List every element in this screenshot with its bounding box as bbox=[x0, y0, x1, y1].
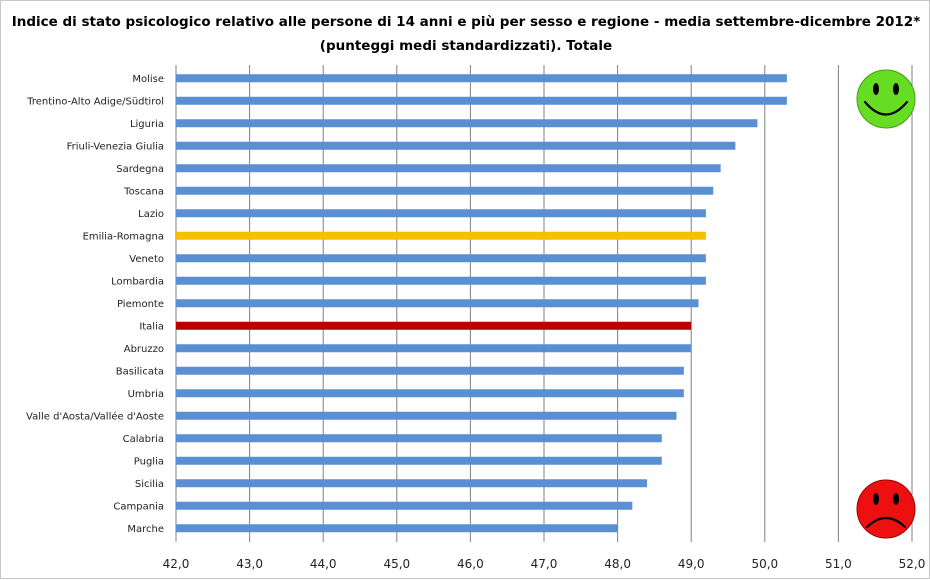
category-label: Molise bbox=[132, 74, 164, 85]
bars bbox=[176, 74, 787, 533]
happy-face-icon bbox=[856, 69, 916, 129]
chart-title: Indice di stato psicologico relativo all… bbox=[11, 14, 921, 30]
bar bbox=[176, 141, 736, 150]
bar bbox=[176, 524, 618, 533]
x-tick-label: 49,0 bbox=[678, 557, 705, 571]
x-tick-label: 48,0 bbox=[604, 557, 631, 571]
category-label: Italia bbox=[139, 321, 164, 332]
category-label: Liguria bbox=[130, 119, 164, 130]
x-tick-label: 46,0 bbox=[457, 557, 484, 571]
bar bbox=[176, 276, 706, 285]
bar bbox=[176, 501, 633, 510]
category-label: Umbria bbox=[128, 389, 164, 400]
bar bbox=[176, 389, 684, 398]
bar bbox=[176, 231, 706, 240]
category-label: Sardegna bbox=[116, 164, 164, 175]
x-tick-label: 42,0 bbox=[163, 557, 190, 571]
category-label: Campania bbox=[113, 501, 164, 512]
x-tick-label: 50,0 bbox=[751, 557, 778, 571]
bar bbox=[176, 321, 692, 330]
category-label: Marche bbox=[127, 524, 164, 535]
category-label: Sicilia bbox=[135, 479, 164, 490]
category-label: Trentino-Alto Adige/Südtirol bbox=[26, 96, 164, 107]
category-label: Friuli-Venezia Giulia bbox=[67, 141, 164, 152]
bar bbox=[176, 344, 692, 353]
category-label: Emilia-Romagna bbox=[83, 231, 164, 242]
category-label: Veneto bbox=[129, 254, 164, 265]
bar bbox=[176, 366, 684, 375]
x-tick-label: 47,0 bbox=[531, 557, 558, 571]
category-label: Lombardia bbox=[111, 276, 164, 287]
category-label: Toscana bbox=[123, 186, 164, 197]
category-label: Piemonte bbox=[117, 299, 164, 310]
sad-face-icon bbox=[856, 479, 916, 539]
bar bbox=[176, 456, 662, 465]
bar bbox=[176, 254, 706, 263]
chart-subtitle: (punteggi medi standardizzati). Totale bbox=[319, 38, 613, 54]
bar bbox=[176, 74, 787, 83]
category-label: Puglia bbox=[134, 456, 164, 467]
bar bbox=[176, 434, 662, 443]
category-label: Calabria bbox=[123, 434, 164, 445]
bar bbox=[176, 119, 758, 128]
bar bbox=[176, 299, 699, 308]
category-label: Abruzzo bbox=[124, 344, 164, 355]
category-label: Valle d'Aosta/Vallée d'Aoste bbox=[26, 410, 164, 422]
x-axis-ticks: 42,0 43,0 44,0 45,0 46,0 47,0 48,0 49,0 50,0 51,0… bbox=[163, 557, 926, 571]
bar bbox=[176, 209, 706, 218]
x-tick-label: 43,0 bbox=[236, 557, 263, 571]
x-tick-label: 51,0 bbox=[825, 557, 852, 571]
category-labels: Molise Trentino-Alto Adige/Südtirol Liguri… bbox=[26, 74, 164, 535]
bar bbox=[176, 96, 787, 105]
bar bbox=[176, 186, 714, 195]
category-label: Lazio bbox=[138, 209, 164, 220]
bar bbox=[176, 411, 677, 420]
category-label: Basilicata bbox=[116, 366, 164, 377]
x-tick-label: 45,0 bbox=[383, 557, 410, 571]
x-tick-label: 44,0 bbox=[310, 557, 337, 571]
x-tick-label: 52,0 bbox=[899, 557, 926, 571]
bar bbox=[176, 164, 721, 173]
bar bbox=[176, 479, 648, 488]
